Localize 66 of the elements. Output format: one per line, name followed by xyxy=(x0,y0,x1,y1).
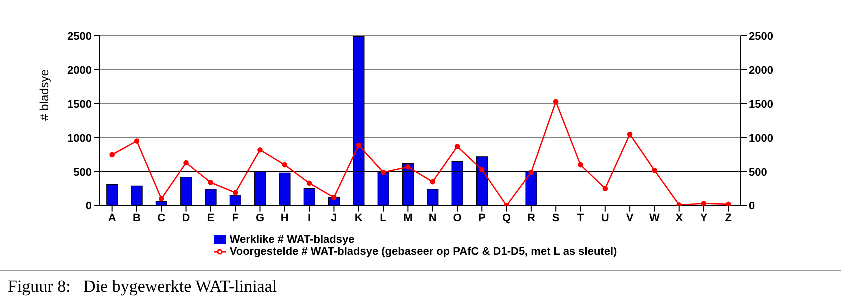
point xyxy=(528,170,534,176)
y2-tick-label: 1000 xyxy=(749,132,774,145)
x-tick-label: L xyxy=(380,212,388,225)
legend-label: Werklike # WAT-bladsye xyxy=(230,234,355,246)
x-tick-label: M xyxy=(404,212,413,225)
x-tick-label: X xyxy=(676,212,684,225)
point xyxy=(306,180,312,186)
y-tick-label: 0 xyxy=(86,200,92,213)
point xyxy=(356,142,362,148)
point xyxy=(726,202,732,206)
x-tick-label: O xyxy=(453,212,462,225)
point xyxy=(701,201,707,206)
point xyxy=(380,170,386,176)
text: Figuur 8: Die bygewerkte WAT-liniaal xyxy=(7,276,278,297)
x-tick-label: Y xyxy=(700,212,708,225)
y2-tick-label: 1500 xyxy=(749,98,774,111)
y2-tick-label: 500 xyxy=(749,166,768,179)
x-tick-label: Z xyxy=(725,212,732,225)
x-tick-label: S xyxy=(552,212,560,225)
x-tick-label: V xyxy=(626,212,634,225)
x-tick-label: I xyxy=(308,212,312,225)
x-tick-label: C xyxy=(158,212,166,225)
x-tick-label: W xyxy=(650,212,661,225)
x-tick-label: D xyxy=(182,212,190,225)
point xyxy=(578,162,584,168)
y-tick-label: 2000 xyxy=(68,64,92,77)
x-tick-label: J xyxy=(331,212,338,225)
point xyxy=(208,180,214,186)
x-tick-label: A xyxy=(108,212,116,225)
x-tick-label: Q xyxy=(502,212,512,225)
x-tick-label: G xyxy=(256,212,265,225)
x-tick-label: H xyxy=(280,212,289,225)
point xyxy=(232,190,238,196)
y-tick-label: 1500 xyxy=(68,98,92,111)
x-tick-label: T xyxy=(577,212,584,225)
x-tick-label: F xyxy=(232,212,240,225)
y-tick-label: 2500 xyxy=(68,30,92,43)
y2-tick-label: 0 xyxy=(749,200,756,213)
point xyxy=(627,132,633,138)
point xyxy=(110,152,115,158)
point xyxy=(430,179,436,185)
x-tick-label: K xyxy=(354,212,363,225)
y-tick-label: 500 xyxy=(74,166,92,179)
x-tick-label: U xyxy=(601,212,610,225)
point xyxy=(454,144,460,150)
x-tick-label: B xyxy=(133,212,142,225)
y-tick-label: 1000 xyxy=(68,132,92,145)
point xyxy=(158,196,164,202)
point xyxy=(652,168,658,174)
x-tick-label: N xyxy=(428,212,437,225)
point xyxy=(134,138,140,144)
y2-tick-label: 2000 xyxy=(749,64,774,77)
point xyxy=(258,147,263,153)
point xyxy=(332,195,337,200)
point xyxy=(479,167,485,172)
point xyxy=(184,160,189,166)
x-tick-label: P xyxy=(478,212,486,225)
point xyxy=(602,186,608,192)
point xyxy=(553,99,559,105)
y-axis-title: # bladsye xyxy=(37,69,52,121)
point xyxy=(406,164,411,170)
x-tick-label: E xyxy=(207,212,215,225)
legend-label: Voorgestelde # WAT-bladsye (gebaseer op PAfC & D1-D5, met L as sleutel) xyxy=(230,246,618,258)
y2-tick-label: 2500 xyxy=(749,30,774,43)
x-tick-label: R xyxy=(527,212,536,225)
point xyxy=(282,162,288,168)
